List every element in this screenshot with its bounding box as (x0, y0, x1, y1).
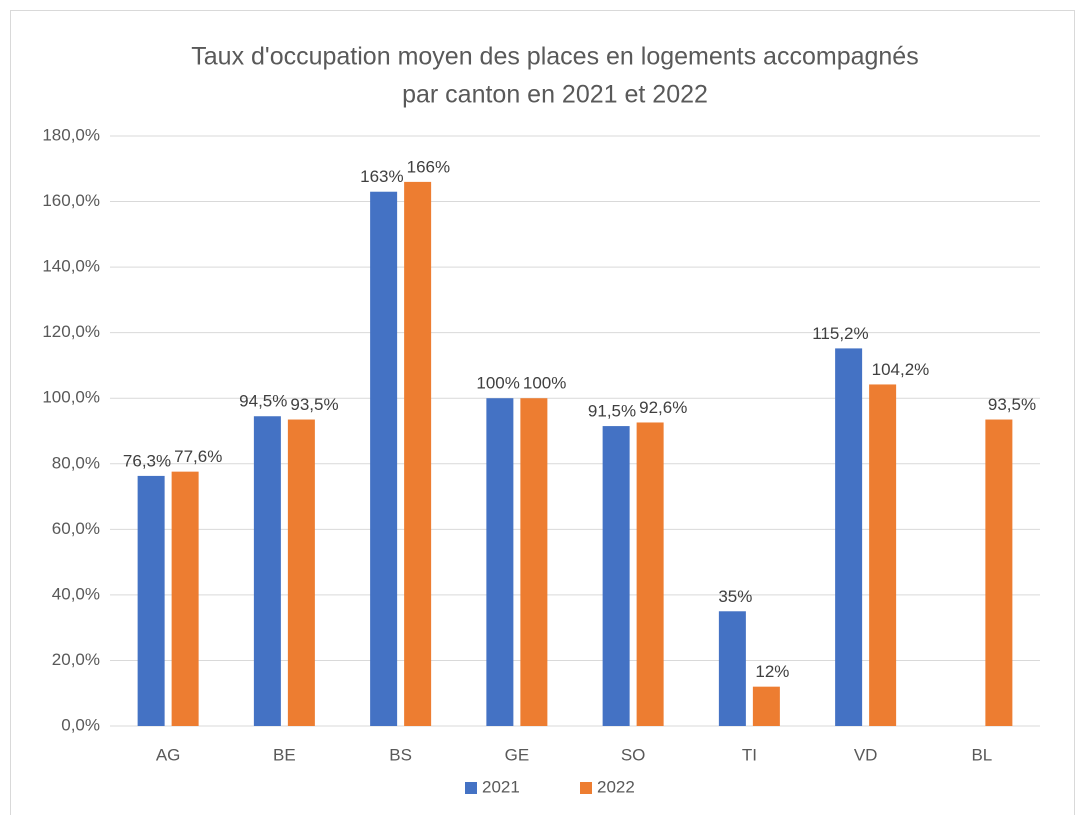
y-tick-label: 160,0% (42, 191, 100, 210)
y-tick-label: 180,0% (42, 125, 100, 144)
legend-label: 2022 (597, 777, 635, 796)
data-label: 94,5% (239, 392, 287, 411)
y-tick-label: 0,0% (61, 715, 100, 734)
legend-label: 2021 (482, 777, 520, 796)
bar (171, 471, 199, 726)
bar (636, 422, 664, 726)
bar (835, 348, 863, 726)
y-tick-label: 100,0% (42, 388, 100, 407)
y-tick-label: 140,0% (42, 257, 100, 276)
x-tick-label: BE (273, 745, 296, 764)
y-tick-label: 60,0% (52, 519, 100, 538)
data-label: 166% (407, 157, 450, 176)
bar (287, 419, 315, 726)
bar (718, 611, 746, 726)
x-tick-label: TI (742, 745, 757, 764)
data-label: 93,5% (290, 395, 338, 414)
bar (602, 426, 630, 726)
chart-title: par canton en 2021 et 2022 (402, 81, 708, 109)
data-label: 76,3% (123, 451, 171, 470)
y-tick-label: 80,0% (52, 453, 100, 472)
data-label: 115,2% (812, 324, 868, 343)
x-tick-label: AG (156, 745, 181, 764)
y-tick-label: 40,0% (52, 584, 100, 603)
x-tick-label: VD (854, 745, 878, 764)
legend-swatch (465, 782, 477, 794)
x-tick-label: BL (971, 745, 992, 764)
data-label: 93,5% (988, 395, 1036, 414)
data-label: 163% (360, 167, 403, 186)
bar (370, 191, 398, 726)
data-label: 92,6% (639, 398, 687, 417)
data-label: 77,6% (174, 447, 222, 466)
bar (137, 475, 165, 726)
x-tick-label: SO (621, 745, 646, 764)
chart-title: Taux d'occupation moyen des places en lo… (191, 43, 918, 71)
y-tick-label: 20,0% (52, 650, 100, 669)
data-label: 100% (476, 374, 519, 393)
bar (486, 398, 514, 726)
x-tick-label: GE (505, 745, 530, 764)
data-label: 100% (523, 374, 566, 393)
bar (985, 419, 1013, 726)
legend-swatch (580, 782, 592, 794)
x-tick-label: BS (389, 745, 412, 764)
bar (404, 181, 432, 726)
bar (752, 686, 780, 726)
data-label: 91,5% (588, 402, 636, 421)
data-label: 12% (755, 662, 789, 681)
bar (520, 398, 548, 726)
bar (253, 416, 281, 726)
bar (869, 384, 897, 726)
data-label: 35% (718, 587, 752, 606)
data-label: 104,2% (872, 360, 930, 379)
y-tick-label: 120,0% (42, 322, 100, 341)
